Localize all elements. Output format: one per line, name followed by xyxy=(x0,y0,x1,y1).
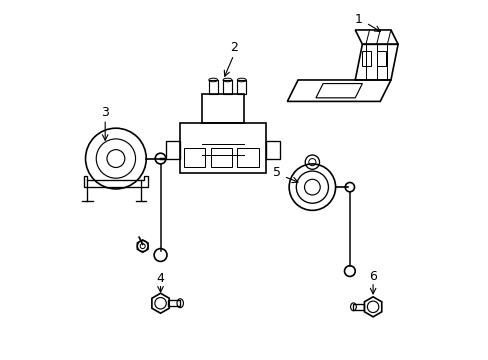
Bar xyxy=(362,51,370,66)
Bar xyxy=(376,51,385,66)
Bar xyxy=(237,80,246,94)
Bar xyxy=(237,148,258,167)
Bar xyxy=(167,300,180,306)
Bar xyxy=(201,94,244,123)
Bar xyxy=(223,80,231,94)
Text: 2: 2 xyxy=(229,41,237,54)
Bar xyxy=(208,80,217,94)
Bar xyxy=(180,123,265,173)
Bar xyxy=(210,148,231,167)
Bar xyxy=(183,148,205,167)
Text: 6: 6 xyxy=(368,270,376,283)
Bar xyxy=(265,141,280,158)
Text: 4: 4 xyxy=(156,272,164,285)
Bar xyxy=(165,141,180,158)
Bar xyxy=(353,304,364,310)
Text: 3: 3 xyxy=(101,105,109,119)
Text: 1: 1 xyxy=(354,13,362,26)
Text: 5: 5 xyxy=(272,166,280,179)
